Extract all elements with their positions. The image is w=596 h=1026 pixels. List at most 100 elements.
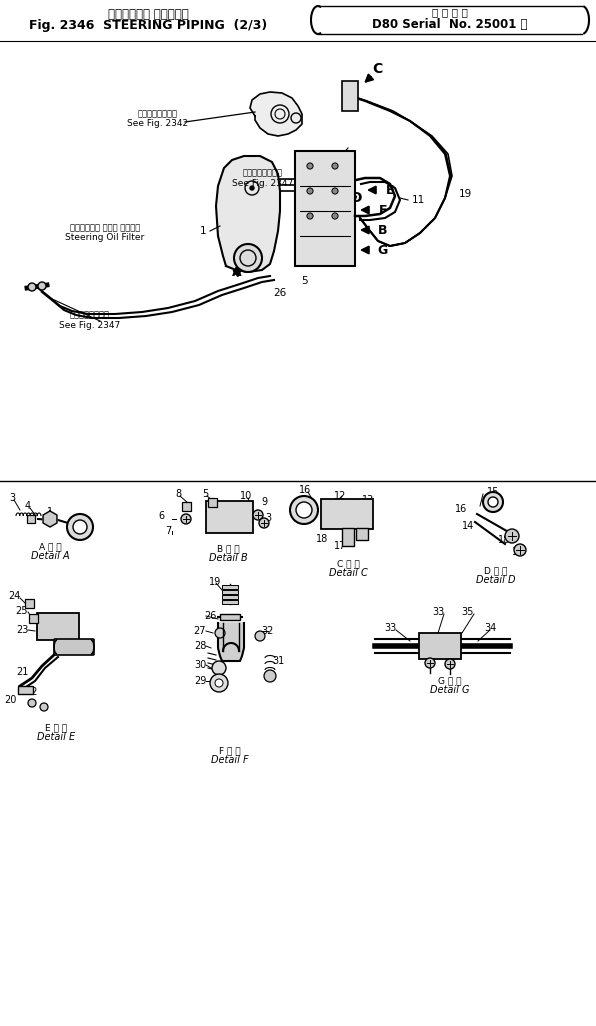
- Text: A: A: [232, 267, 242, 279]
- Text: 19: 19: [458, 189, 471, 199]
- Text: 20: 20: [4, 695, 16, 705]
- Text: E: E: [386, 184, 394, 197]
- Text: See Fig. 2347: See Fig. 2347: [232, 179, 294, 188]
- Text: ステアリング オイル フィルタ: ステアリング オイル フィルタ: [70, 224, 140, 233]
- Circle shape: [307, 213, 313, 219]
- Text: 22: 22: [26, 687, 38, 697]
- Text: F: F: [378, 203, 387, 216]
- Text: 26: 26: [204, 611, 216, 621]
- Bar: [356, 528, 368, 540]
- Text: Detail A: Detail A: [30, 551, 69, 561]
- Text: 29: 29: [194, 676, 206, 686]
- Circle shape: [212, 661, 226, 675]
- Polygon shape: [218, 623, 244, 661]
- Text: 6: 6: [158, 511, 164, 521]
- Circle shape: [73, 520, 87, 534]
- Circle shape: [28, 283, 36, 291]
- Text: 18: 18: [498, 535, 510, 545]
- Text: D80 Serial  No. 25001 ～: D80 Serial No. 25001 ～: [372, 18, 527, 32]
- FancyBboxPatch shape: [26, 514, 35, 522]
- Circle shape: [425, 658, 435, 668]
- Text: B 詳 細: B 詳 細: [217, 545, 240, 553]
- Text: 10: 10: [240, 491, 252, 501]
- Text: 11: 11: [411, 195, 424, 205]
- Circle shape: [255, 631, 265, 641]
- Circle shape: [264, 670, 276, 682]
- Text: 30: 30: [194, 660, 206, 670]
- Polygon shape: [250, 92, 302, 136]
- Text: 31: 31: [272, 656, 284, 666]
- Text: 21: 21: [16, 667, 28, 677]
- Text: 16: 16: [299, 485, 311, 495]
- Circle shape: [234, 244, 262, 272]
- Circle shape: [332, 213, 338, 219]
- Text: Detail B: Detail B: [209, 553, 247, 563]
- Text: B: B: [378, 224, 388, 237]
- Circle shape: [307, 163, 313, 169]
- Text: D: D: [350, 191, 362, 205]
- Text: Detail E: Detail E: [37, 732, 75, 742]
- Circle shape: [28, 699, 36, 707]
- Text: 12: 12: [334, 491, 346, 501]
- Circle shape: [514, 544, 526, 556]
- Circle shape: [38, 282, 46, 290]
- Text: Detail C: Detail C: [328, 568, 367, 578]
- Text: 1: 1: [200, 226, 206, 236]
- Circle shape: [483, 492, 503, 512]
- Polygon shape: [43, 511, 57, 527]
- Circle shape: [181, 514, 191, 524]
- Text: G: G: [378, 243, 388, 256]
- Bar: [220, 614, 240, 620]
- Text: 第２３４７図参照: 第２３４７図参照: [243, 168, 283, 177]
- Text: D 詳 細: D 詳 細: [485, 566, 508, 576]
- Bar: [18, 686, 33, 694]
- Circle shape: [445, 659, 455, 669]
- Circle shape: [210, 674, 228, 692]
- Circle shape: [215, 628, 225, 638]
- Text: 14: 14: [462, 521, 474, 531]
- Text: 5: 5: [202, 489, 208, 499]
- Text: 24: 24: [8, 591, 20, 601]
- Text: 7: 7: [165, 526, 171, 536]
- Text: G 詳 細: G 詳 細: [438, 676, 462, 685]
- FancyBboxPatch shape: [222, 590, 238, 594]
- Text: 3: 3: [265, 513, 271, 523]
- Text: See Fig. 2347: See Fig. 2347: [60, 320, 120, 329]
- Text: 16: 16: [455, 504, 467, 514]
- FancyBboxPatch shape: [182, 502, 191, 511]
- Text: See Fig. 2342: See Fig. 2342: [128, 119, 188, 128]
- Text: 32: 32: [262, 626, 274, 636]
- FancyBboxPatch shape: [295, 151, 355, 266]
- Text: 9: 9: [261, 497, 267, 507]
- Text: 15: 15: [487, 487, 499, 497]
- Text: C 詳 細: C 詳 細: [337, 559, 359, 568]
- FancyBboxPatch shape: [54, 639, 94, 655]
- Text: F 詳 細: F 詳 細: [219, 747, 241, 755]
- FancyBboxPatch shape: [24, 598, 33, 607]
- Text: Detail D: Detail D: [476, 575, 516, 585]
- Text: Detail G: Detail G: [430, 685, 470, 695]
- FancyBboxPatch shape: [222, 585, 238, 589]
- Circle shape: [488, 497, 498, 507]
- Text: Fig. 2346  STEERING PIPING  (2/3): Fig. 2346 STEERING PIPING (2/3): [29, 19, 267, 33]
- Circle shape: [259, 518, 269, 528]
- FancyBboxPatch shape: [37, 613, 79, 640]
- FancyBboxPatch shape: [222, 595, 238, 599]
- Bar: [342, 528, 354, 546]
- Text: 27: 27: [194, 626, 206, 636]
- Text: 第２３４２図参照: 第２３４２図参照: [138, 110, 178, 118]
- Text: 18: 18: [316, 534, 328, 544]
- Circle shape: [40, 703, 48, 711]
- FancyBboxPatch shape: [419, 633, 461, 659]
- FancyBboxPatch shape: [206, 501, 253, 532]
- Text: 33: 33: [432, 607, 444, 617]
- Text: Detail F: Detail F: [211, 755, 249, 765]
- Text: 17: 17: [334, 541, 346, 551]
- Text: 8: 8: [175, 489, 181, 499]
- Text: 2: 2: [79, 515, 85, 525]
- Circle shape: [253, 510, 263, 520]
- Text: 4: 4: [25, 501, 31, 511]
- Circle shape: [215, 679, 223, 687]
- Text: 33: 33: [384, 623, 396, 633]
- Text: E 詳 細: E 詳 細: [45, 723, 67, 733]
